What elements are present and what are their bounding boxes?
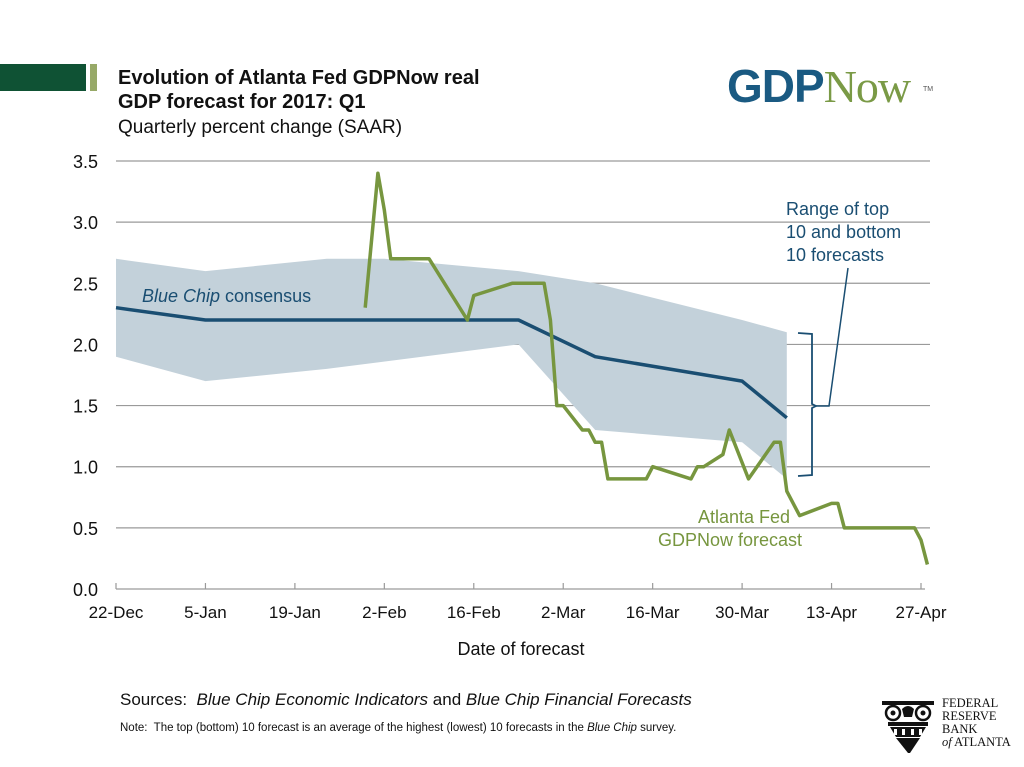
- sources-publication-1: Blue Chip Economic Indicators: [196, 690, 429, 709]
- note-text: Note: The top (bottom) 10 forecast is an…: [120, 722, 676, 734]
- x-tick-label: 5-Jan: [184, 603, 227, 622]
- range-label-line3: 10 forecasts: [786, 245, 884, 265]
- range-label-line1: Range of top: [786, 199, 889, 219]
- consensus-label-rest: consensus: [220, 286, 311, 306]
- gdpnow-logo-gdp: GDP: [727, 60, 825, 112]
- range-bracket: [797, 332, 819, 477]
- frb-line2: RESERVE: [942, 709, 997, 723]
- sources-text: Sources: Blue Chip Economic Indicators a…: [120, 690, 692, 710]
- y-tick-label: 0.0: [73, 580, 98, 600]
- y-tick-label: 0.5: [73, 519, 98, 539]
- gdpnow-logo-now: Now: [823, 61, 911, 112]
- frb-line1: FEDERAL: [942, 696, 999, 710]
- gdpnow-logo: GDPNow TM: [727, 60, 933, 113]
- trademark-mark: TM: [923, 86, 934, 93]
- gdpnow-label-line2: GDPNow forecast: [658, 530, 802, 550]
- brand-band-dark: [0, 64, 86, 91]
- x-axis-tick-labels: 22-Dec 5-Jan 19-Jan 2-Feb 16-Feb 2-Mar 16-Mar 3…: [89, 603, 947, 622]
- chart-title-line1: Evolution of Atlanta Fed GDPNow real: [118, 67, 480, 89]
- range-label-line2: 10 and bottom: [786, 222, 901, 242]
- consensus-series-label: Blue Chip consensus: [142, 286, 311, 306]
- y-tick-label: 3.0: [73, 213, 98, 233]
- x-tick-label: 2-Feb: [362, 603, 406, 622]
- x-tick-label: 2-Mar: [541, 603, 586, 622]
- x-tick-label: 19-Jan: [269, 603, 321, 622]
- x-tick-label: 16-Mar: [626, 603, 680, 622]
- column-capital-icon: [882, 701, 934, 753]
- consensus-label-italic: Blue Chip: [142, 286, 220, 306]
- y-tick-label: 1.0: [73, 458, 98, 478]
- gdpnow-label-line1: Atlanta Fed: [698, 507, 790, 527]
- frb-line4: of ATLANTA: [942, 736, 1011, 749]
- sources-publication-2: Blue Chip Financial Forecasts: [465, 690, 692, 709]
- y-axis-tick-labels: 0.0 0.5 1.0 1.5 2.0 2.5 3.0 3.5: [73, 152, 98, 600]
- y-tick-label: 1.5: [73, 397, 98, 417]
- x-axis-label: Date of forecast: [457, 639, 584, 659]
- x-tick-label: 27-Apr: [895, 603, 946, 622]
- brand-band-light: [90, 64, 97, 91]
- frb-atlanta-logo: FEDERAL RESERVE BANK of ATLANTA: [880, 697, 1020, 757]
- range-leader-line: [816, 267, 849, 407]
- range-annotation: Range of top 10 and bottom 10 forecasts: [786, 199, 901, 265]
- y-tick-label: 3.5: [73, 152, 98, 172]
- note-italic: Blue Chip: [587, 722, 637, 734]
- x-tick-label: 22-Dec: [89, 603, 144, 622]
- note-suffix: survey.: [636, 722, 677, 734]
- chart-subtitle: Quarterly percent change (SAAR): [118, 117, 403, 138]
- chart-title-line2: GDP forecast for 2017: Q1: [118, 91, 366, 113]
- note-prefix: Note: The top (bottom) 10 forecast is an…: [120, 722, 588, 734]
- frb-line3: BANK: [942, 722, 978, 736]
- frb-atlanta-wordmark: FEDERAL RESERVE BANK of ATLANTA: [942, 697, 1011, 749]
- sources-mid: and: [428, 690, 466, 709]
- x-tick-label: 13-Apr: [806, 603, 857, 622]
- y-tick-label: 2.0: [73, 335, 98, 355]
- gdpnow-forecast-line: [363, 171, 930, 565]
- y-tick-label: 2.5: [73, 274, 98, 294]
- sources-prefix: Sources:: [120, 690, 188, 709]
- blue-chip-consensus-line: [115, 305, 788, 420]
- x-axis: [115, 583, 925, 590]
- chart-title: Evolution of Atlanta Fed GDPNow real GDP…: [118, 66, 480, 114]
- range-band-area: [116, 258, 787, 479]
- frb-line4-italic: of: [942, 735, 952, 749]
- x-tick-label: 30-Mar: [715, 603, 769, 622]
- x-tick-label: 16-Feb: [447, 603, 501, 622]
- frb-line4-rest: ATLANTA: [954, 735, 1011, 749]
